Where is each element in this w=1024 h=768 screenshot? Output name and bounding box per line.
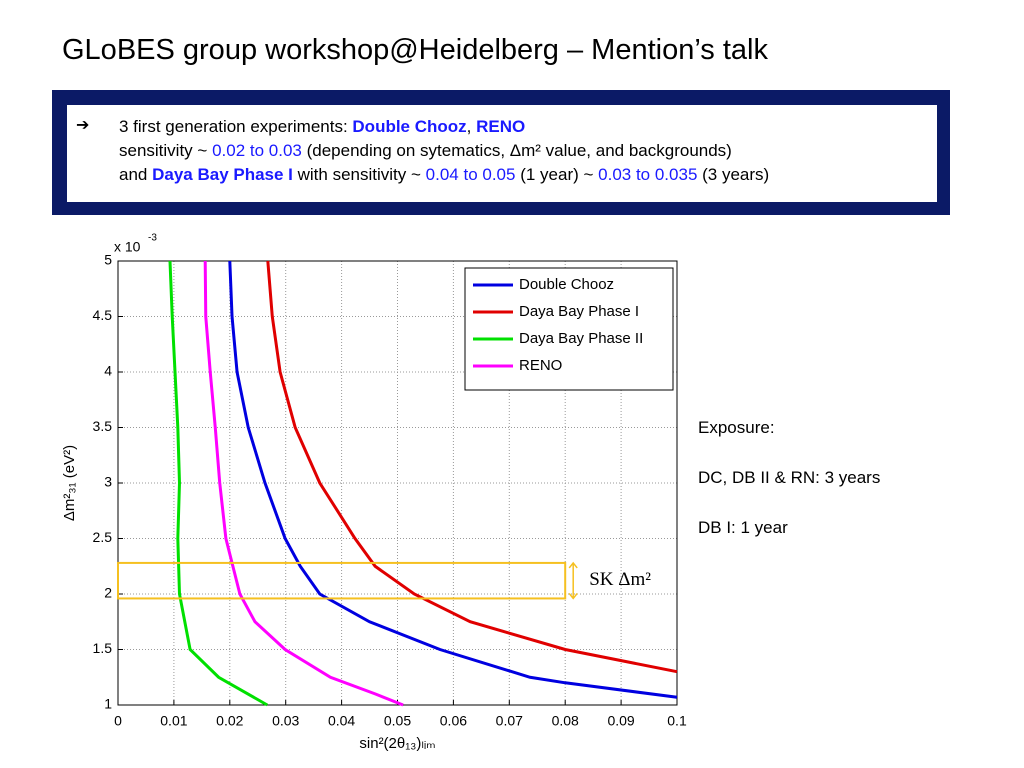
highlight-arrow [568, 561, 578, 600]
banner-text: (1 year) ~ [515, 165, 599, 184]
series-line [228, 260, 678, 699]
banner-text: Double Chooz [352, 117, 467, 136]
banner-text: 0.02 to 0.03 [212, 141, 302, 160]
exposure-note: Exposure: [698, 418, 775, 437]
x-tick-label: 0.02 [216, 713, 243, 729]
banner-text: , [466, 117, 477, 136]
y-axis-label: Δm²₃₁ (eV²) [61, 445, 78, 521]
exposure-note: DB I: 1 year [698, 518, 788, 537]
y-tick-label: 4 [104, 363, 112, 379]
banner-text: sensitivity ~ [119, 141, 213, 160]
x-tick-label: 0.05 [384, 713, 411, 729]
x-axis-label: sin²(2θ₁₃)ₗᵢₘ [359, 735, 435, 752]
exposure-note: DC, DB II & RN: 3 years [698, 468, 881, 487]
legend-label: Double Chooz [519, 276, 614, 293]
banner-text: Daya Bay Phase I [152, 165, 293, 184]
x-tick-label: 0.04 [328, 713, 355, 729]
y-tick-label: 3 [104, 474, 112, 490]
highlight-box [117, 561, 567, 600]
banner-text: 3 first generation experiments: [119, 117, 353, 136]
banner-line: 3 first generation experiments: Double C… [119, 117, 525, 137]
banner-text: (depending on sytematics, Δm² value, and… [301, 141, 732, 160]
y-tick-label: 5 [104, 252, 112, 268]
banner-box: ➔ 3 first generation experiments: Double… [67, 105, 937, 202]
banner-text: 0.03 to 0.035 [598, 165, 698, 184]
x-tick-label: 0.06 [440, 713, 467, 729]
banner-text: and [119, 165, 153, 184]
series-line [203, 260, 404, 707]
y-tick-label: 4.5 [93, 307, 113, 323]
y-tick-label: 3.5 [93, 418, 113, 434]
legend-label: RENO [519, 357, 562, 374]
x-tick-label: 0 [114, 713, 122, 729]
y-tick-label: 1 [104, 696, 112, 712]
plot-frame [117, 260, 678, 706]
banner: ➔ 3 first generation experiments: Double… [52, 90, 950, 215]
highlight-label: SK Δm² [589, 569, 651, 590]
y-tick-label: 2.5 [93, 529, 113, 545]
banner-text: RENO [476, 117, 526, 136]
x-tick-label: 0.09 [607, 713, 634, 729]
y-tick-label: 2 [104, 585, 112, 601]
series-line [266, 260, 678, 674]
banner-line: and Daya Bay Phase I with sensitivity ~ … [119, 165, 769, 185]
x-tick-label: 0.03 [272, 713, 299, 729]
y-scale-base: x 10 [114, 239, 141, 255]
banner-text: with sensitivity ~ [292, 165, 426, 184]
x-tick-label: 0.07 [496, 713, 523, 729]
legend-box [464, 267, 674, 391]
banner-text: 0.04 to 0.05 [425, 165, 516, 184]
series-line [168, 260, 268, 707]
x-tick-label: 0.1 [667, 713, 687, 729]
legend-label: Daya Bay Phase II [519, 330, 643, 347]
x-tick-label: 0.08 [552, 713, 579, 729]
banner-line: sensitivity ~ 0.02 to 0.03 (depending on… [119, 141, 732, 161]
bullet-arrow: ➔ [76, 117, 90, 134]
y-tick-label: 1.5 [93, 640, 113, 656]
x-tick-label: 0.01 [160, 713, 187, 729]
banner-text: (3 years) [697, 165, 770, 184]
y-scale-exponent: -3 [148, 233, 157, 244]
legend-label: Daya Bay Phase I [519, 303, 639, 320]
slide-title: GLoBES group workshop@Heidelberg – Menti… [62, 34, 768, 66]
